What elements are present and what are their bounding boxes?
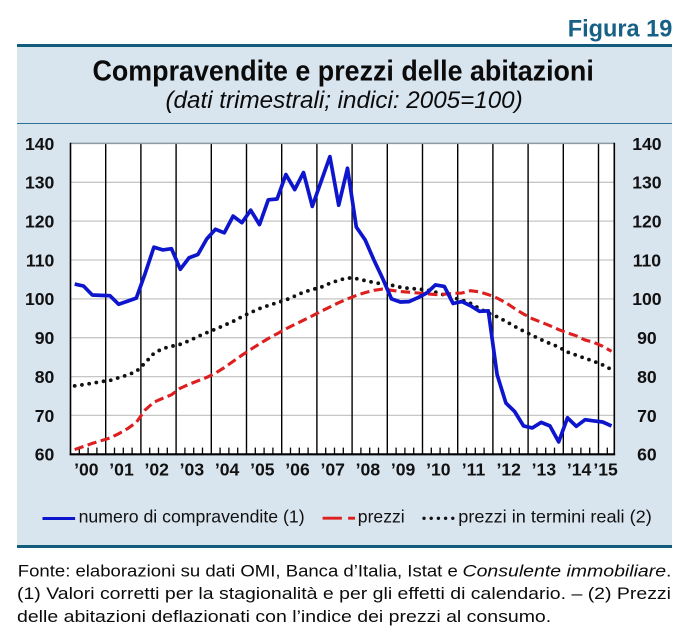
- svg-text:100: 100: [632, 289, 662, 309]
- svg-text:110: 110: [633, 250, 662, 270]
- svg-text:’10: ’10: [426, 459, 451, 479]
- svg-text:prezzi: prezzi: [358, 507, 405, 527]
- svg-text:(dati trimestrali; indici: 200: (dati trimestrali; indici: 2005=100): [166, 87, 523, 114]
- svg-text:Compravendite e prezzi delle a: Compravendite e prezzi delle abitazioni: [93, 55, 594, 87]
- svg-text:’06: ’06: [285, 459, 310, 479]
- svg-text:140: 140: [632, 134, 662, 154]
- svg-text:Fonte: elaborazioni su dati OM: Fonte: elaborazioni su dati OMI, Banca d…: [18, 562, 458, 581]
- svg-text:’05: ’05: [250, 459, 275, 479]
- svg-text:60: 60: [35, 445, 55, 465]
- svg-text:’14: ’14: [567, 459, 592, 479]
- svg-text:110: 110: [26, 250, 55, 270]
- svg-text:Figura 19: Figura 19: [568, 16, 673, 43]
- svg-text:80: 80: [35, 367, 55, 387]
- svg-text:’00: ’00: [74, 459, 99, 479]
- svg-text:60: 60: [637, 445, 657, 465]
- svg-text:130: 130: [632, 173, 662, 193]
- svg-text:80: 80: [637, 367, 657, 387]
- svg-text:140: 140: [25, 134, 55, 154]
- svg-text:delle abitazioni deflazionati: delle abitazioni deflazionati con l’indi…: [17, 607, 551, 626]
- svg-text:’01: ’01: [109, 459, 134, 479]
- svg-text:Consulente immobiliare.: Consulente immobiliare.: [463, 562, 672, 581]
- svg-text:120: 120: [25, 212, 55, 232]
- svg-text:120: 120: [632, 212, 662, 232]
- svg-text:’04: ’04: [215, 459, 240, 479]
- svg-text:70: 70: [35, 406, 55, 426]
- svg-text:’13: ’13: [532, 459, 557, 479]
- svg-text:90: 90: [35, 328, 55, 348]
- svg-text:’08: ’08: [356, 459, 381, 479]
- svg-text:(1) Valori corretti per la sta: (1) Valori corretti per la stagionalità …: [17, 584, 671, 603]
- svg-text:130: 130: [25, 173, 55, 193]
- svg-text:100: 100: [25, 289, 55, 309]
- svg-text:’07: ’07: [320, 459, 345, 479]
- svg-text:prezzi in termini reali (2): prezzi in termini reali (2): [458, 507, 652, 527]
- svg-text:90: 90: [637, 328, 657, 348]
- svg-text:’11: ’11: [462, 459, 486, 479]
- svg-text:’15: ’15: [593, 459, 618, 479]
- svg-text:’03: ’03: [180, 459, 205, 479]
- svg-text:’12: ’12: [496, 459, 521, 479]
- svg-text:70: 70: [637, 406, 657, 426]
- svg-text:’09: ’09: [391, 459, 416, 479]
- svg-text:’02: ’02: [144, 459, 169, 479]
- svg-text:numero di compravendite (1): numero di compravendite (1): [79, 507, 305, 527]
